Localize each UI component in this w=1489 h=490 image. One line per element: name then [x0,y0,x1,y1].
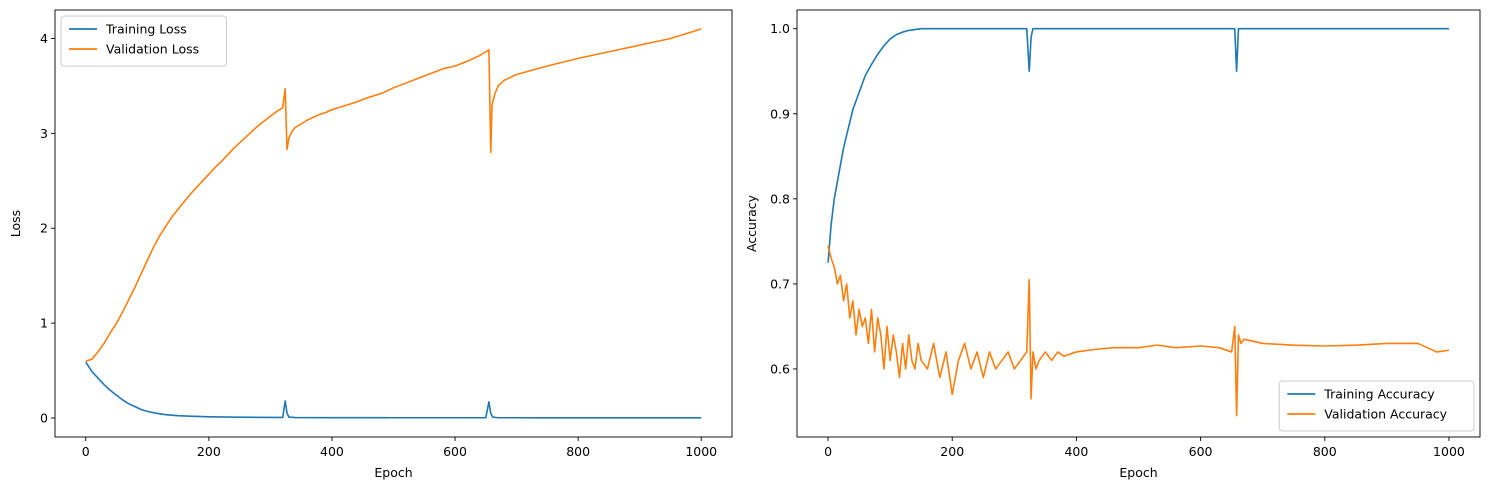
series-line-validation-loss [85,28,702,362]
series-line-validation-accuracy [827,245,1450,417]
x-tick-label: 400 [320,444,344,459]
y-tick-label: 2 [40,221,48,236]
x-tick-label: 1000 [1433,444,1465,459]
x-tick-label: 1000 [685,444,717,459]
legend-box [1278,380,1475,432]
legend-label: Validation Loss [106,42,199,57]
y-tick-label: 0.6 [770,361,790,376]
axes-frame [796,9,1481,438]
x-axis-label: Epoch [374,465,412,480]
series-line-training-loss [85,361,702,419]
legend-box [60,15,227,67]
x-tick-label: 0 [824,444,832,459]
y-tick-label: 0.8 [770,191,790,206]
legend-label: Validation Accuracy [1324,407,1447,422]
legend-label: Training Accuracy [1323,387,1435,402]
y-axis-label: Loss [8,210,23,237]
y-tick-label: 1.0 [770,21,790,36]
chart-panel-1: 0 200 400 600 800 1000 0 1 2 3 4 Epoch Loss Training … [8,9,733,480]
x-tick-label: 200 [197,444,221,459]
legend: Training Accuracy Validation Accuracy [1278,380,1475,432]
series-line-training-accuracy [827,27,1449,263]
x-tick-label: 600 [443,444,467,459]
axes-frame [54,9,733,438]
x-tick-label: 800 [1313,444,1337,459]
y-tick-label: 0.7 [770,276,790,291]
legend-label: Training Loss [105,22,187,37]
y-tick-label: 0 [40,411,48,426]
x-tick-label: 800 [566,444,590,459]
y-tick-label: 1 [40,316,48,331]
chart-panel-2: 0 200 400 600 800 1000 0.6 0.7 0.8 0.9 1.0 Epoch Acc… [744,9,1481,480]
y-tick-label: 3 [40,126,48,141]
x-tick-label: 200 [940,444,964,459]
x-tick-label: 600 [1189,444,1213,459]
x-tick-label: 0 [82,444,90,459]
x-axis-label: Epoch [1119,465,1157,480]
legend: Training Loss Validation Loss [60,15,227,67]
y-tick-label: 4 [40,31,48,46]
y-axis-label: Accuracy [744,194,759,252]
y-tick-label: 0.9 [770,106,790,121]
x-tick-label: 400 [1064,444,1088,459]
